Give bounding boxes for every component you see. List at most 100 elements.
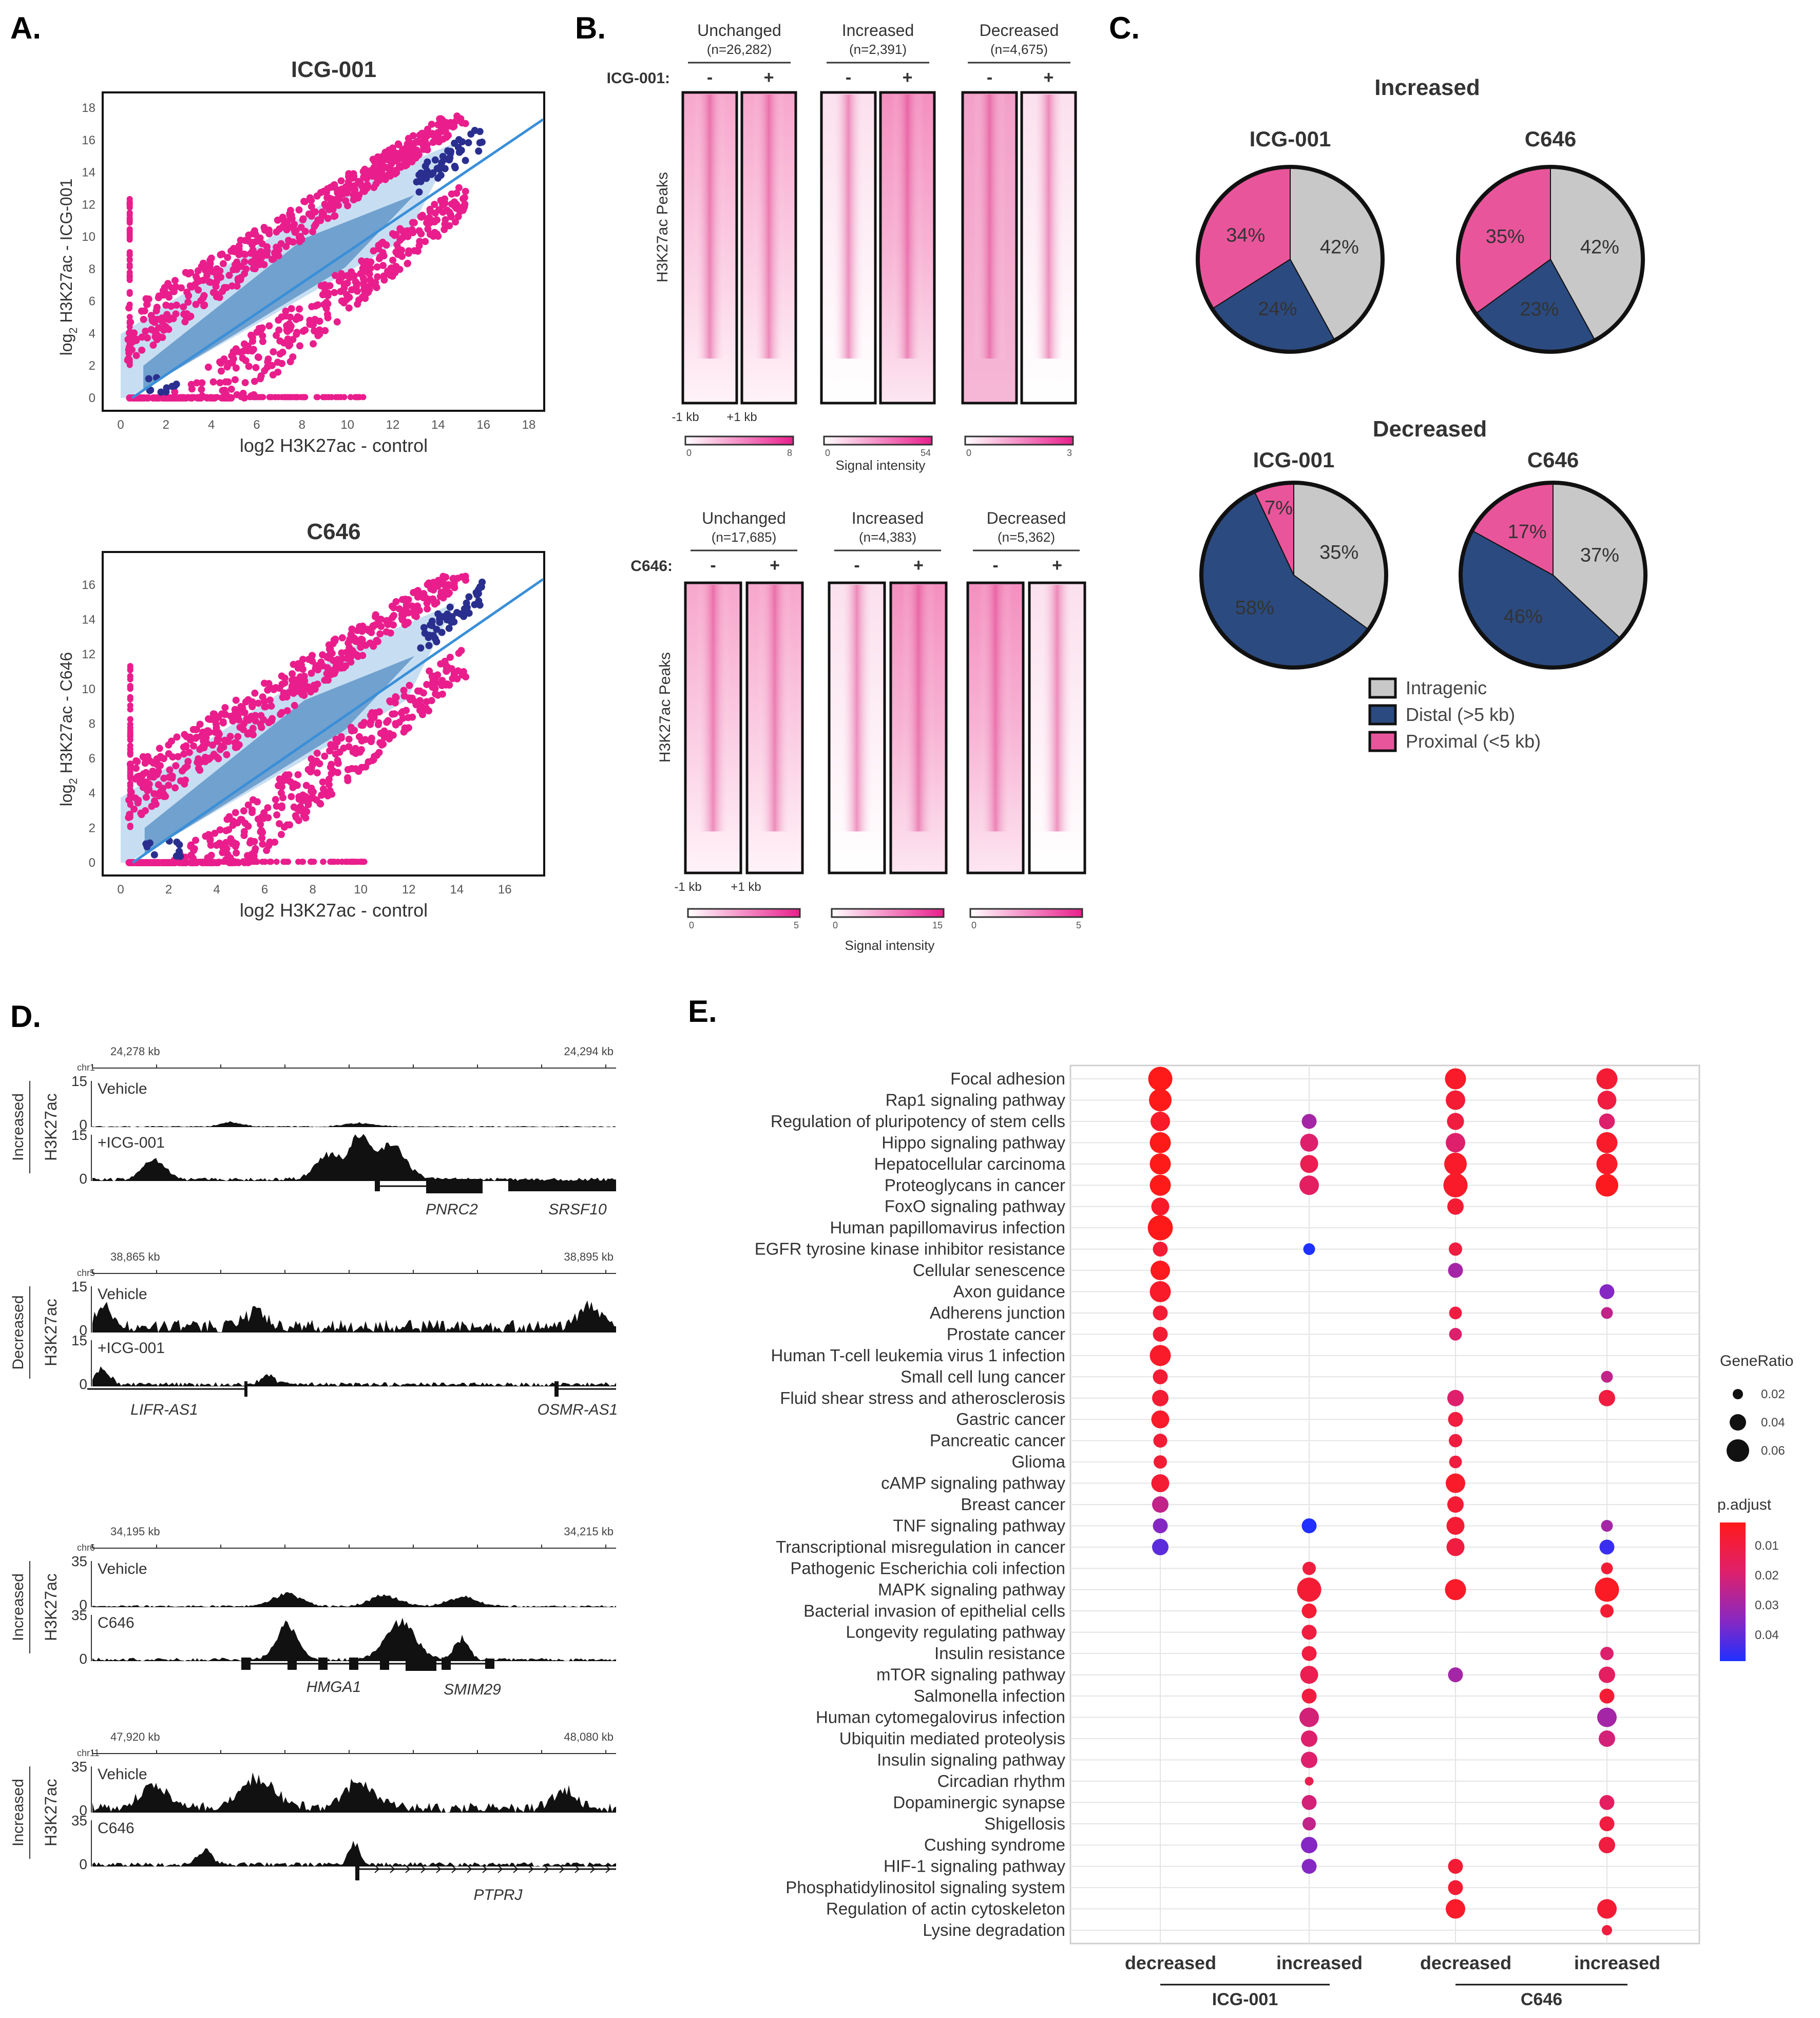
- point-magenta: [361, 295, 369, 302]
- point-magenta: [160, 291, 167, 299]
- heatmap-group-n: (n=17,685): [712, 529, 776, 545]
- point-magenta: [403, 148, 410, 156]
- treatment-sign: -: [854, 556, 859, 575]
- point-magenta: [269, 371, 277, 379]
- point-magenta: [304, 801, 312, 809]
- dot-point: [1446, 1473, 1465, 1493]
- point-magenta: [399, 234, 407, 241]
- dot-point: [1151, 1197, 1170, 1216]
- point-magenta: [141, 759, 149, 767]
- pie-slice-label: 7%: [1265, 497, 1293, 519]
- point-magenta: [162, 792, 169, 800]
- pathway-label: Pathogenic Escherichia coli infection: [790, 1558, 1065, 1577]
- size-legend-dot: [1727, 1439, 1749, 1462]
- dot-point: [1596, 1174, 1618, 1197]
- strand-arrow: [497, 1865, 503, 1873]
- point-magenta: [138, 811, 145, 818]
- point-navy: [471, 127, 478, 135]
- point-magenta: [288, 215, 296, 222]
- point-magenta: [333, 318, 341, 326]
- heatmap-ylabel: H3K27ac Peaks: [654, 172, 671, 282]
- treatment-sign: +: [1044, 68, 1054, 87]
- point-magenta: [391, 710, 398, 718]
- point-magenta: [244, 696, 252, 703]
- point-magenta: [431, 229, 438, 236]
- pathway-label: Bacterial invasion of epithelial cells: [803, 1601, 1065, 1620]
- gene-exon: [485, 1659, 494, 1669]
- point-navy: [173, 838, 181, 846]
- dot-point: [1153, 1434, 1167, 1448]
- point-magenta: [251, 377, 258, 385]
- gene-exon: [554, 1381, 559, 1397]
- point-magenta: [291, 780, 299, 788]
- point-magenta: [279, 794, 286, 802]
- point-magenta: [382, 164, 390, 172]
- point-magenta: [171, 277, 179, 284]
- y-tick: 4: [89, 327, 95, 340]
- point-magenta: [132, 765, 140, 772]
- point-magenta: [148, 803, 156, 810]
- point-magenta: [127, 788, 133, 794]
- point-magenta: [126, 272, 133, 279]
- point-magenta: [321, 752, 329, 760]
- point-magenta: [313, 796, 320, 804]
- point-magenta: [286, 206, 294, 214]
- y-tick: 16: [82, 134, 95, 147]
- gene-exon: [375, 1181, 380, 1191]
- point-navy: [431, 156, 439, 164]
- ruler-left: 24,278 kb: [110, 1045, 160, 1058]
- point-magenta: [181, 731, 188, 738]
- scatter-plot-icg001: ICG-001 0 2 4 6 8 10 12 14 16 18 0 2 4 6 8 10 12 14 16 18 log…: [57, 57, 545, 456]
- y-tick: 2: [89, 359, 95, 373]
- x-tick: 10: [354, 883, 368, 897]
- y-tick: 10: [82, 230, 95, 244]
- point-magenta: [240, 828, 248, 835]
- point-magenta: [285, 320, 293, 328]
- point-magenta: [240, 720, 248, 728]
- track-label-vehicle: Vehicle: [98, 1766, 147, 1783]
- point-magenta: [237, 703, 245, 711]
- point-magenta: [389, 272, 396, 280]
- pathway-label: Dopaminergic synapse: [893, 1793, 1065, 1812]
- point-magenta: [340, 299, 348, 307]
- pathway-label: cAMP signaling pathway: [881, 1474, 1065, 1493]
- point-magenta: [283, 707, 291, 715]
- point-magenta: [389, 731, 397, 739]
- point-magenta: [219, 387, 226, 394]
- point-magenta: [201, 301, 208, 309]
- track-label-vehicle: Vehicle: [98, 1286, 147, 1303]
- point-magenta: [211, 829, 219, 837]
- point-magenta: [240, 340, 248, 348]
- pathway-label: Cellular senescence: [913, 1261, 1065, 1280]
- point-magenta: [217, 367, 225, 375]
- pie-slice-label: 24%: [1258, 298, 1297, 320]
- point-magenta: [290, 690, 297, 697]
- x-tick: 4: [208, 418, 215, 432]
- point-magenta: [147, 312, 155, 319]
- point-magenta: [258, 827, 265, 834]
- point-magenta: [408, 158, 416, 166]
- strand-arrow: [544, 1865, 549, 1873]
- point-magenta: [255, 325, 263, 332]
- dot-point: [1602, 1925, 1612, 1935]
- point-magenta: [219, 843, 227, 851]
- ruler-right: 48,080 kb: [564, 1730, 614, 1743]
- y-tick: 0: [89, 391, 95, 405]
- point-magenta: [298, 661, 305, 669]
- point-magenta: [317, 658, 325, 666]
- point-magenta: [184, 757, 192, 765]
- point-navy: [437, 162, 445, 169]
- point-magenta: [160, 774, 168, 782]
- point-magenta: [360, 260, 368, 268]
- point-navy: [447, 148, 455, 156]
- point-magenta: [227, 859, 234, 865]
- point-magenta: [279, 214, 286, 221]
- point-magenta: [264, 814, 272, 822]
- point-navy: [417, 644, 425, 652]
- point-magenta: [308, 210, 316, 217]
- point-magenta: [275, 246, 282, 254]
- dot-point: [1448, 1880, 1463, 1895]
- point-magenta: [171, 784, 179, 792]
- point-magenta: [180, 750, 188, 758]
- point-magenta: [367, 258, 375, 266]
